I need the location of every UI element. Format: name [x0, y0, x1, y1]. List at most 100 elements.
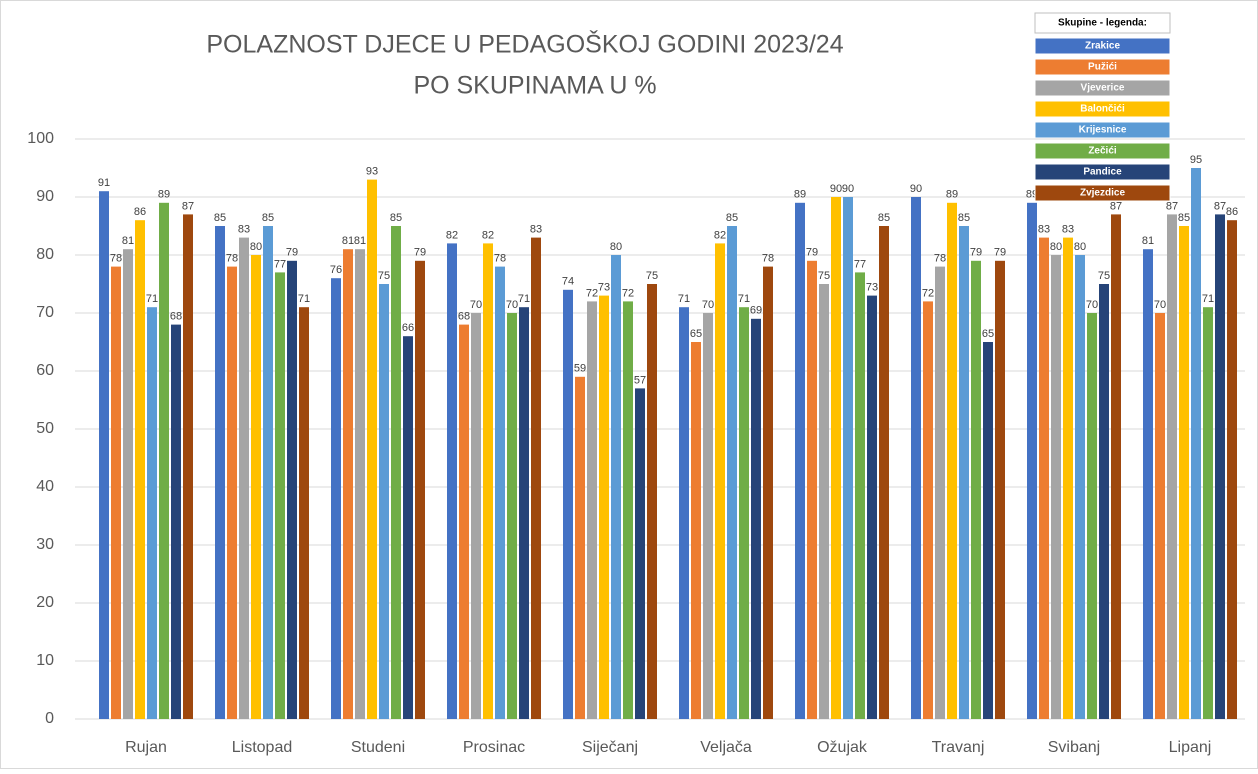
bar	[867, 295, 877, 719]
data-label: 71	[678, 293, 690, 305]
x-tick-label: Travanj	[932, 739, 985, 756]
data-label: 70	[1086, 299, 1098, 311]
chart-title: POLAZNOST DJECE U PEDAGOŠKOJ GODINI 2023…	[206, 30, 843, 59]
data-label: 72	[586, 287, 598, 299]
bar	[599, 295, 609, 719]
data-label: 85	[1178, 212, 1190, 224]
bar	[623, 301, 633, 719]
data-label: 71	[738, 293, 750, 305]
bar	[135, 220, 145, 719]
legend-label: Zrakice	[1085, 41, 1120, 52]
data-label: 85	[958, 212, 970, 224]
bar	[495, 266, 505, 719]
data-label: 79	[970, 247, 982, 259]
y-tick-label: 60	[36, 362, 54, 379]
data-label: 87	[1110, 200, 1122, 212]
bar	[507, 313, 517, 719]
bar	[1063, 237, 1073, 719]
data-label: 90	[842, 183, 854, 195]
legend-swatch	[1034, 58, 1171, 76]
legend-label: Zečići	[1088, 146, 1117, 157]
bar	[1027, 202, 1037, 720]
bar	[239, 237, 249, 719]
data-label: 70	[702, 299, 714, 311]
legend-swatch	[1034, 79, 1171, 97]
bar	[459, 324, 469, 719]
data-label: 82	[446, 229, 458, 241]
bar	[447, 243, 457, 719]
data-label: 79	[994, 247, 1006, 259]
data-label: 76	[330, 264, 342, 276]
bar	[819, 284, 829, 719]
bar	[251, 255, 261, 719]
bar	[843, 197, 853, 719]
bar	[647, 284, 657, 719]
bar	[635, 388, 645, 719]
data-label: 65	[982, 328, 994, 340]
bar	[1087, 313, 1097, 719]
legend-label: Krijesnice	[1079, 125, 1127, 136]
data-label: 82	[714, 229, 726, 241]
bar	[519, 307, 529, 719]
data-label: 72	[922, 287, 934, 299]
bar	[1039, 237, 1049, 719]
data-label: 70	[1154, 299, 1166, 311]
legend-header-box	[1034, 12, 1171, 34]
bar	[1167, 214, 1177, 719]
y-tick-label: 40	[36, 478, 54, 495]
y-tick-label: 80	[36, 246, 54, 263]
bar	[391, 226, 401, 719]
legend-swatch	[1034, 184, 1171, 202]
bar	[983, 342, 993, 719]
data-label: 75	[646, 270, 658, 282]
data-label: 78	[494, 253, 506, 265]
x-tick-label: Lipanj	[1169, 739, 1212, 756]
data-label: 79	[286, 247, 298, 259]
bar	[831, 197, 841, 719]
bar	[183, 214, 193, 719]
bar	[1099, 284, 1109, 719]
y-tick-label: 0	[45, 710, 54, 727]
data-label: 89	[158, 189, 170, 201]
bar	[471, 313, 481, 719]
legend-swatch	[1034, 121, 1171, 139]
x-tick-label: Listopad	[232, 739, 293, 756]
data-label: 91	[98, 177, 110, 189]
data-label: 71	[298, 293, 310, 305]
data-label: 81	[354, 235, 366, 247]
data-label: 87	[182, 200, 194, 212]
data-label: 77	[274, 258, 286, 270]
bar	[1179, 226, 1189, 719]
bar	[739, 307, 749, 719]
bar	[763, 266, 773, 719]
legend-label: Pandice	[1083, 167, 1122, 178]
data-label: 86	[1226, 206, 1238, 218]
bar	[727, 226, 737, 719]
bar	[807, 260, 817, 719]
bar	[855, 272, 865, 719]
data-label: 81	[342, 235, 354, 247]
bar	[331, 278, 341, 719]
bar	[147, 307, 157, 719]
data-label: 93	[366, 166, 378, 178]
x-tick-label: Studeni	[351, 739, 405, 756]
bar	[227, 266, 237, 719]
bar	[483, 243, 493, 719]
bar	[935, 266, 945, 719]
bar	[171, 324, 181, 719]
bar	[287, 260, 297, 719]
legend-label: Zvjezdice	[1080, 188, 1125, 199]
data-label: 83	[1038, 224, 1050, 236]
data-label: 72	[622, 287, 634, 299]
x-tick-label: Svibanj	[1048, 739, 1100, 756]
bar	[263, 226, 273, 719]
y-tick-label: 30	[36, 536, 54, 553]
x-tick-label: Ožujak	[817, 739, 868, 756]
bar	[795, 202, 805, 720]
y-tick-label: 90	[36, 188, 54, 205]
y-tick-label: 50	[36, 420, 54, 437]
data-label: 80	[250, 241, 262, 253]
legend-label: Balončići	[1080, 104, 1125, 115]
x-tick-label: Veljača	[700, 739, 752, 756]
data-label: 73	[598, 282, 610, 294]
